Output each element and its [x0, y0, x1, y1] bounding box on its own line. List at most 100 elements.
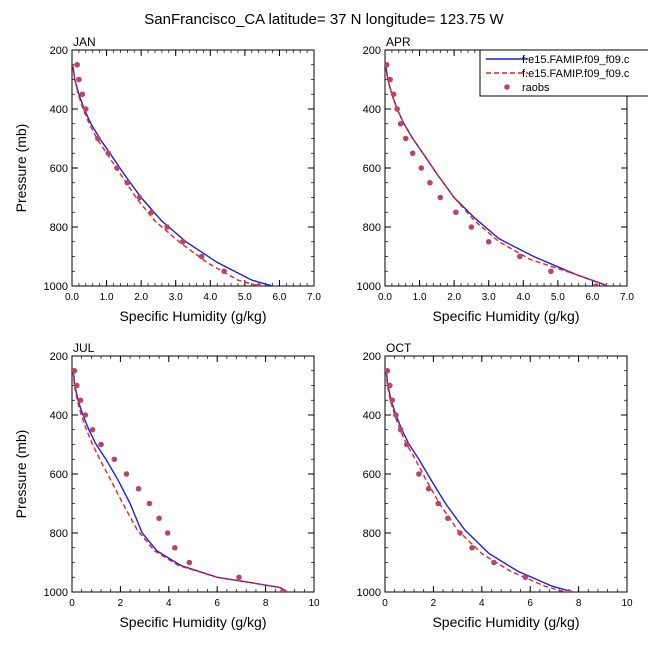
data-point-raobs	[82, 412, 89, 418]
data-point-raobs	[148, 209, 155, 216]
data-point-raobs	[123, 471, 130, 477]
data-point-raobs	[172, 544, 178, 551]
data-point-raobs	[72, 367, 78, 374]
x-tick-label: 4.0	[516, 292, 530, 303]
x-tick-label: 2.0	[134, 292, 148, 303]
y-tick-label: 200	[50, 45, 68, 57]
x-tick-label: 0	[69, 598, 75, 609]
data-point-raobs	[236, 574, 242, 581]
y-tick-label: 1000	[357, 281, 381, 293]
x-tick-label: 0.0	[65, 292, 79, 303]
data-point-raobs	[186, 559, 193, 566]
data-point-raobs	[135, 485, 142, 492]
x-axis-label: Specific Humidity (g/kg)	[119, 614, 266, 630]
data-point-raobs	[114, 165, 120, 171]
x-tick-label: 0	[382, 598, 388, 609]
plot-area	[72, 61, 276, 286]
data-point-raobs	[111, 456, 118, 463]
series-line-model-dashed	[385, 64, 611, 286]
data-point-raobs	[83, 106, 89, 112]
y-tick-label: 600	[50, 469, 68, 481]
data-point-raobs	[156, 515, 162, 522]
x-tick-label: 7.0	[307, 292, 321, 303]
data-point-raobs	[389, 397, 396, 404]
x-tick-label: 4	[166, 598, 172, 609]
series-line-model-solid	[385, 64, 611, 286]
y-tick-label: 400	[363, 104, 381, 116]
y-tick-label: 400	[50, 104, 68, 116]
series-line-model-dashed	[72, 370, 289, 592]
x-tick-label: 8	[576, 598, 582, 609]
x-tick-label: 6	[214, 598, 220, 609]
data-point-raobs	[457, 530, 463, 536]
series-line-model-solid	[385, 370, 576, 592]
x-tick-label: 1.0	[413, 292, 427, 303]
panel-title: OCT	[386, 341, 412, 355]
plot-frame	[71, 355, 315, 593]
x-tick-label: 2	[431, 598, 437, 609]
data-point-raobs	[416, 471, 422, 477]
data-point-raobs	[418, 165, 425, 171]
data-point-raobs	[279, 589, 286, 592]
data-point-raobs	[89, 426, 96, 433]
x-tick-label: 0.0	[378, 292, 392, 303]
figure-title: SanFrancisco_CA latitude= 37 N longitude…	[144, 11, 504, 28]
x-tick-label: 6	[527, 598, 533, 609]
data-point-raobs	[593, 283, 599, 286]
data-point-raobs	[385, 61, 390, 68]
x-tick-label: 5.0	[238, 292, 252, 303]
chart-panel-oct: OCT 0 2 4 6 8 10 200 400 600 800 1000 Specific Humid…	[357, 341, 633, 630]
x-tick-label: 5.0	[551, 292, 565, 303]
data-point-raobs	[385, 367, 391, 374]
data-point-raobs	[469, 544, 475, 551]
data-point-raobs	[548, 268, 554, 275]
data-point-raobs	[387, 76, 393, 83]
data-point-raobs	[77, 397, 84, 404]
data-point-raobs	[491, 559, 497, 566]
data-point-raobs	[425, 485, 432, 492]
data-point-raobs	[453, 209, 459, 216]
legend-label: f.e15.FAMIP.f09_f09.c	[522, 68, 630, 80]
x-tick-label: 6.0	[585, 292, 599, 303]
data-point-raobs	[435, 500, 442, 507]
data-point-raobs	[393, 412, 399, 418]
y-axis-label: Pressure (mb)	[13, 124, 29, 213]
x-tick-label: 1.0	[100, 292, 114, 303]
x-tick-label: 10	[308, 598, 320, 609]
plot-area	[385, 61, 611, 286]
data-point-raobs	[221, 268, 227, 275]
data-point-raobs	[146, 500, 153, 507]
panel-title: APR	[386, 35, 411, 49]
data-point-raobs	[179, 238, 186, 245]
legend-label: f.e15.FAMIP.f09_f09.c	[522, 54, 630, 66]
data-point-raobs	[98, 441, 104, 448]
data-point-raobs	[76, 76, 82, 83]
data-point-raobs	[566, 589, 572, 592]
legend: f.e15.FAMIP.f09_f09.c f.e15.FAMIP.f09_f09…	[479, 49, 648, 97]
data-point-raobs	[468, 224, 475, 230]
y-tick-label: 600	[363, 163, 381, 175]
data-point-raobs	[198, 253, 205, 260]
data-point-raobs	[105, 150, 112, 157]
data-point-raobs	[437, 194, 444, 201]
y-tick-label: 600	[363, 469, 381, 481]
panel-title: JAN	[73, 35, 96, 49]
data-point-raobs	[164, 530, 171, 536]
x-tick-label: 7.0	[620, 292, 634, 303]
plot-area	[72, 367, 289, 592]
y-tick-label: 800	[363, 222, 381, 234]
y-tick-label: 800	[50, 528, 68, 540]
series-line-model-dashed	[72, 64, 262, 286]
x-axis-label: Specific Humidity (g/kg)	[119, 308, 266, 324]
x-tick-label: 8	[263, 598, 269, 609]
x-axis-label: Specific Humidity (g/kg)	[432, 308, 579, 324]
y-tick-label: 1000	[44, 281, 68, 293]
x-tick-label: 10	[621, 598, 633, 609]
y-tick-label: 400	[50, 410, 68, 422]
y-tick-label: 600	[50, 163, 68, 175]
data-point-raobs	[74, 61, 80, 68]
y-tick-label: 800	[363, 528, 381, 540]
data-point-raobs	[136, 194, 143, 201]
series-line-model-solid	[72, 370, 289, 592]
data-point-raobs	[390, 91, 397, 98]
